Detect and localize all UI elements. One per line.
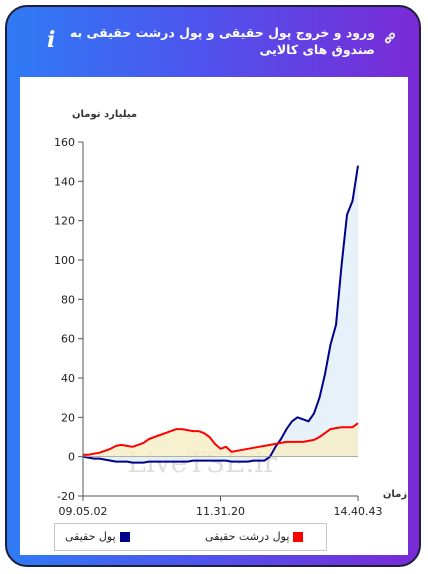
chart-panel: میلیارد تومان LiveTSE.ir -20 0 20 40 60 80 100…: [20, 77, 408, 555]
y-tick-label: 40: [61, 372, 75, 385]
legend-item-big-money[interactable]: پول درشت حقیقی: [205, 530, 304, 543]
x-tick-label: 14.40.43: [334, 505, 383, 517]
legend-label-real-money: پول حقیقی: [65, 530, 116, 543]
series-area-big-money: [83, 423, 358, 457]
y-tick-label: 60: [61, 333, 75, 346]
x-axis-label: زمان: [383, 489, 407, 500]
x-tick-label: 09.05.02: [59, 505, 108, 517]
chart-card: i ورود و خروج پول حقیقی و پول درشت حقیقی…: [5, 5, 421, 567]
y-tick-label: -20: [57, 490, 75, 503]
y-tick-label: 160: [54, 136, 75, 149]
chart-title: ورود و خروج پول حقیقی و پول درشت حقیقی ب…: [69, 25, 375, 57]
series-area-real-money: [83, 165, 358, 463]
chart-svg: میلیارد تومان LiveTSE.ir -20020406080100…: [54, 109, 407, 517]
info-icon[interactable]: i: [47, 27, 56, 53]
card-header: i ورود و خروج پول حقیقی و پول درشت حقیقی…: [7, 7, 419, 77]
y-tick-label: 140: [54, 175, 75, 188]
y-tick-label: 20: [61, 411, 75, 424]
y-tick-label: 120: [54, 215, 75, 228]
x-tick-label: 11.31.20: [196, 505, 245, 517]
y-axis-label: میلیارد تومان: [72, 109, 137, 120]
y-tick-label: 0: [68, 451, 75, 464]
legend: پول حقیقی پول درشت حقیقی: [54, 523, 327, 551]
legend-swatch-real-money: [119, 532, 130, 542]
y-tick-label: 80: [61, 293, 75, 306]
series-line-big-money: [83, 422, 359, 456]
legend-item-real-money[interactable]: پول حقیقی: [65, 530, 130, 543]
y-tick-label: 100: [54, 254, 75, 267]
legend-swatch-big-money: [293, 532, 304, 542]
link-icon[interactable]: [383, 31, 397, 45]
series-line-real-money: [82, 165, 359, 464]
legend-label-big-money: پول درشت حقیقی: [205, 530, 290, 543]
